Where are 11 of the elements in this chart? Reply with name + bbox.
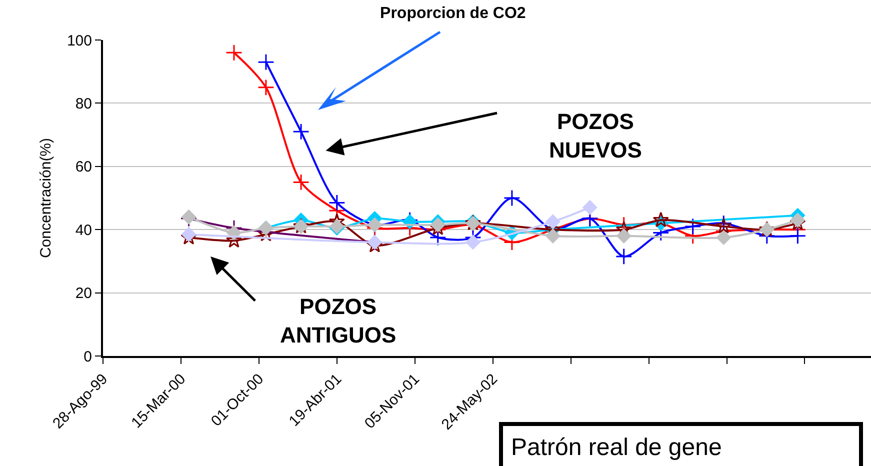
y-tick-label: 100 <box>66 32 92 50</box>
y-tick-label: 20 <box>75 285 92 302</box>
y-tick-label: 80 <box>75 95 92 112</box>
y-tick-label: 60 <box>75 158 92 176</box>
text: Patrón real de gene <box>511 434 722 461</box>
annotation: POZOS NUEVOS <box>549 109 642 163</box>
y-tick-label: 40 <box>75 222 92 239</box>
annotation: POZOS ANTIGUOS <box>280 294 396 348</box>
y-axis-title: Concentración(%) <box>38 138 55 258</box>
y-tick-label: 0 <box>84 348 92 366</box>
chart-title: Proporcion de CO2 <box>380 5 526 22</box>
